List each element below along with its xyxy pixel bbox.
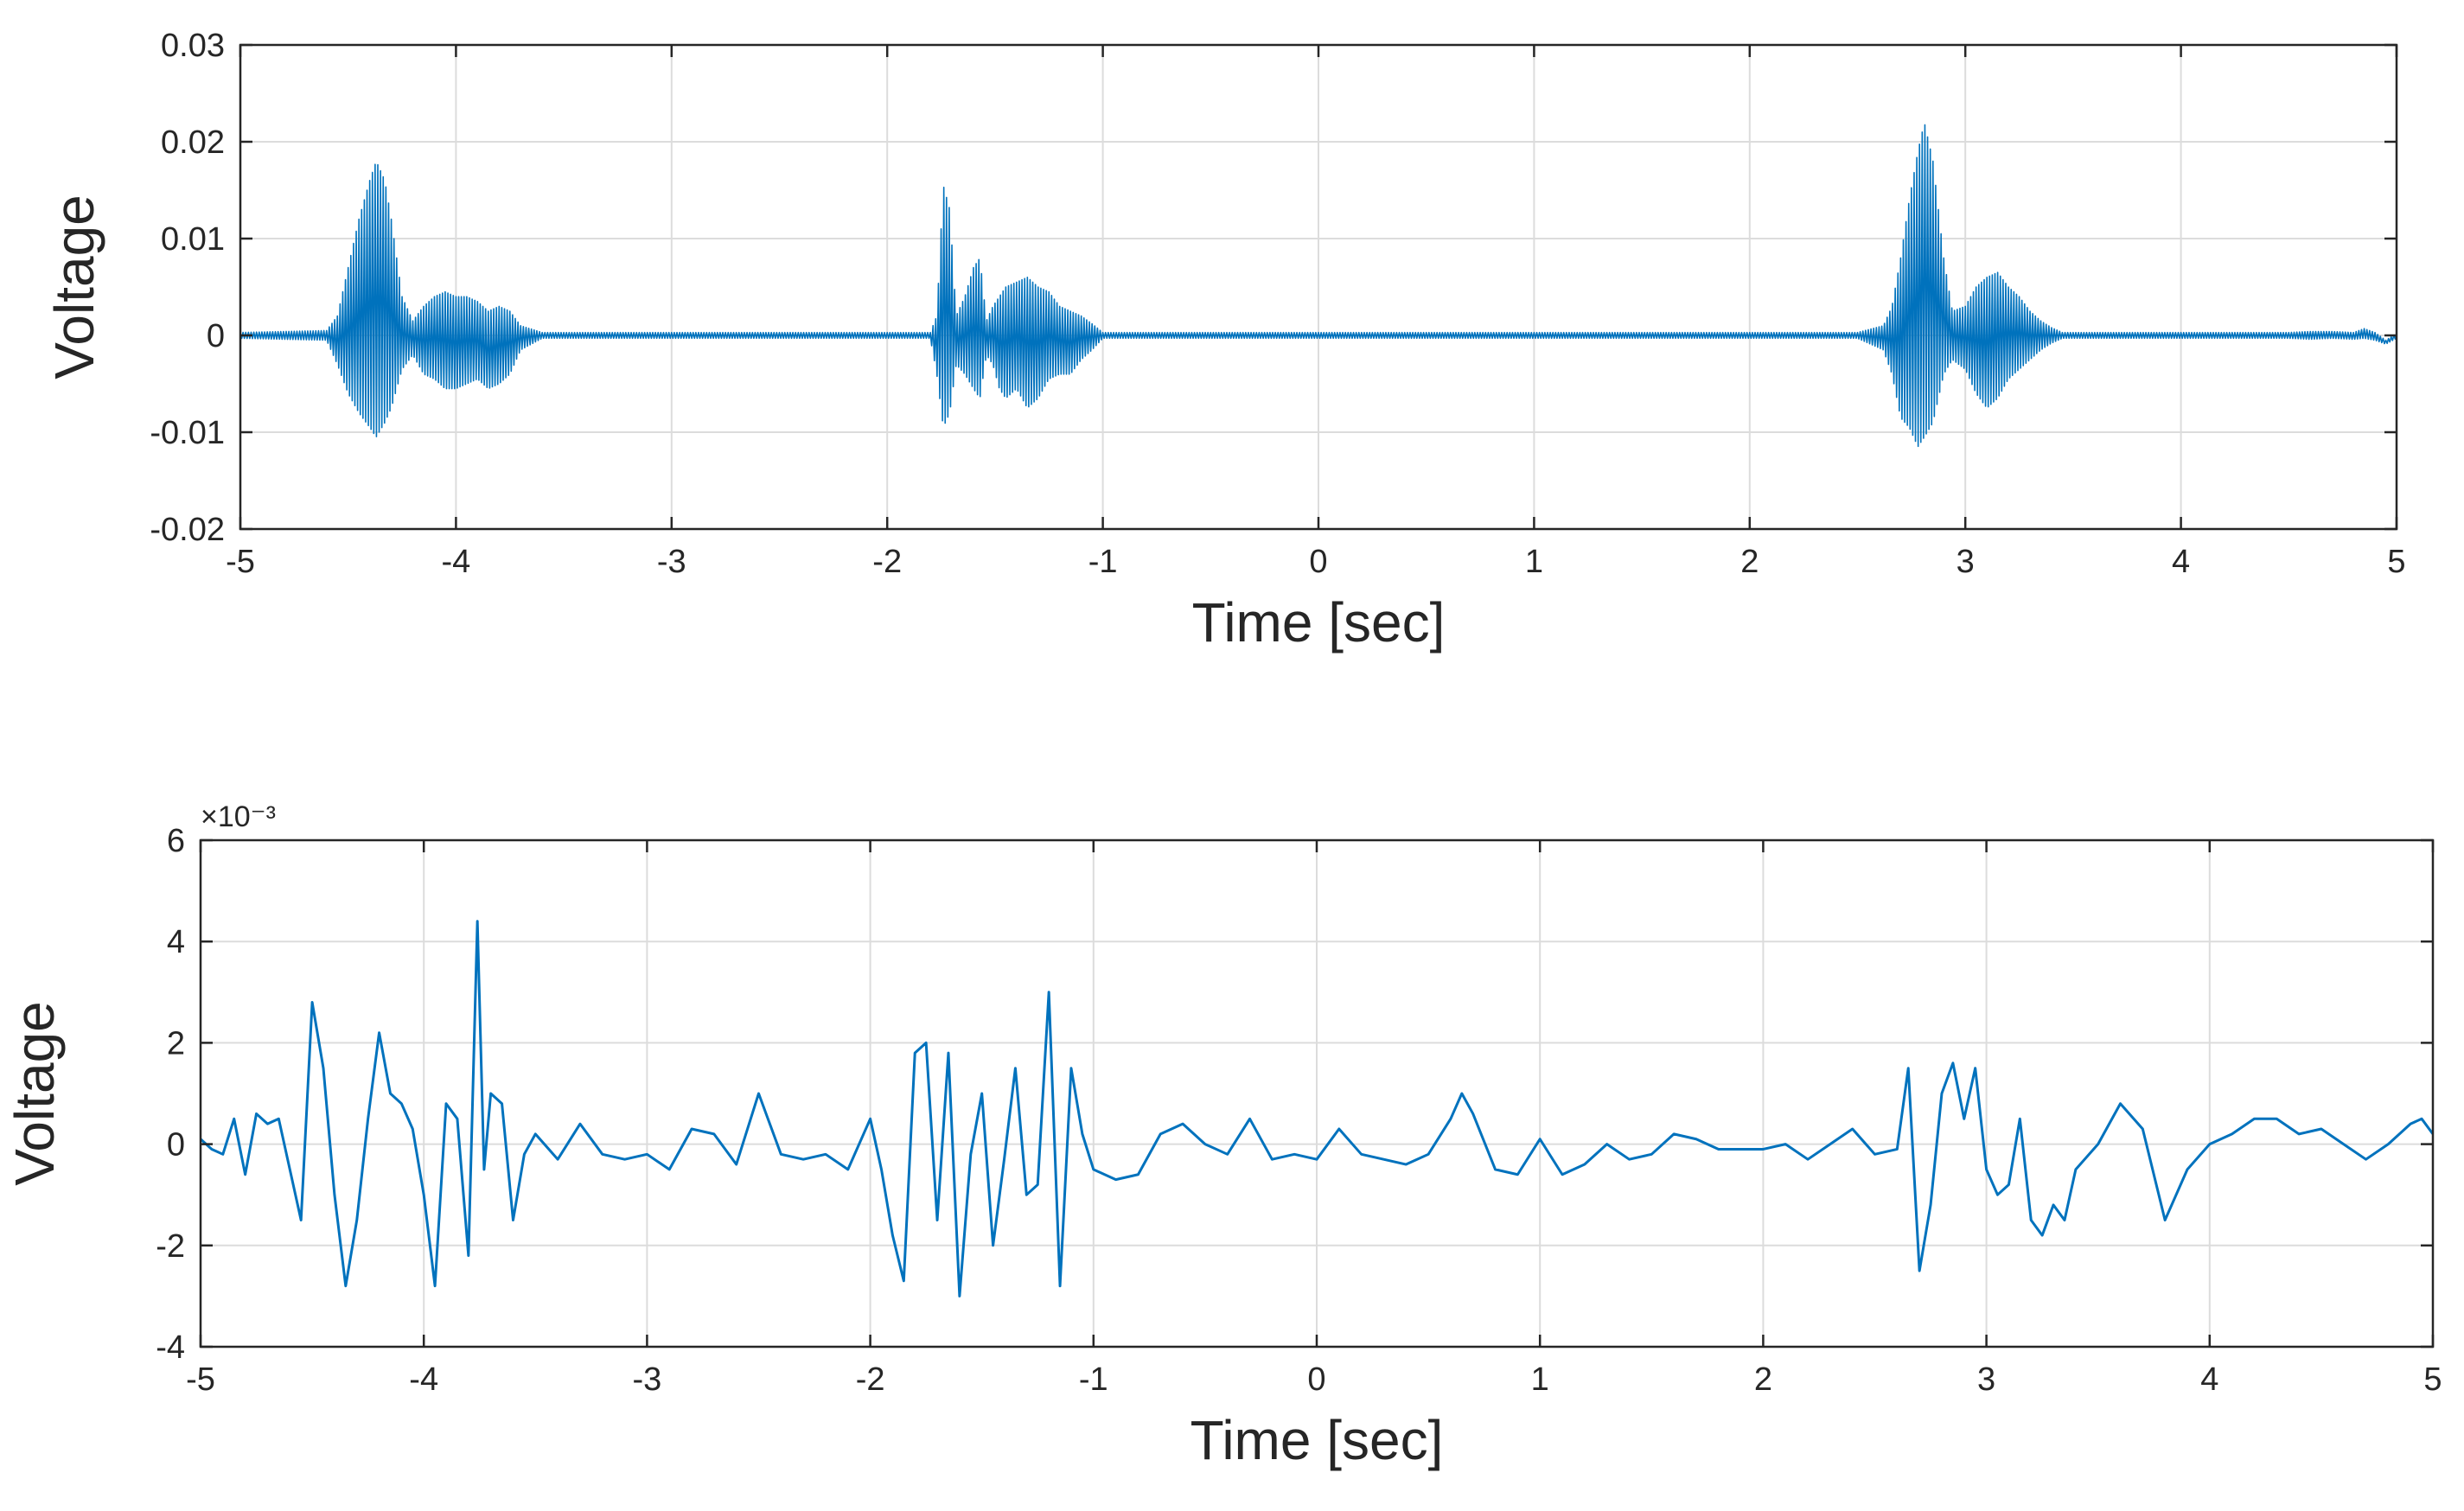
bottom-x-tick-label: -3 [633,1361,662,1398]
bottom-x-tick-label: -1 [1079,1361,1108,1398]
bottom-y-tick-label: 2 [167,1025,185,1062]
top-x-tick-label: 5 [2387,544,2405,580]
top-y-tick-label: 0.02 [161,124,225,161]
top-x-tick-label: -3 [657,544,686,580]
bottom-y-tick-label: -4 [156,1329,185,1366]
top-plot-ticks: -5 -4 -3 -2 -1 0 1 2 3 4 5 -0.02 -0.01 0 0.01 0.02 0.03 [150,28,2405,580]
bottom-plot-y-axis-label: Voltage [3,1001,66,1186]
bottom-plot-grid [201,840,2433,1347]
bottom-plot-signal [199,920,2435,1297]
top-x-tick-label: -4 [442,544,471,580]
top-plot-y-axis-label: Voltage [43,194,105,379]
bottom-y-tick-label: -2 [156,1228,185,1265]
top-signal-trace [239,124,2397,448]
bottom-x-tick-label: 0 [1307,1361,1325,1398]
top-voltage-plot: -5 -4 -3 -2 -1 0 1 2 3 4 5-0.02-0.0100.010.020.03 … [43,28,2406,653]
top-y-tick-label: 0.01 [161,221,225,258]
bottom-x-tick-label: 4 [2200,1361,2218,1398]
top-x-tick-label: 0 [1309,544,1327,580]
top-y-tick-label: -0.01 [150,415,225,451]
top-y-tick-label: 0.03 [161,28,225,64]
top-plot-x-axis-label: Time [sec] [1192,591,1446,653]
bottom-x-tick-label: 2 [1754,1361,1772,1398]
bottom-x-tick-label: -5 [186,1361,215,1398]
top-x-tick-label: 1 [1525,544,1543,580]
bottom-y-tick-label: 0 [167,1127,185,1164]
top-y-tick-label: 0 [207,318,225,354]
top-x-tick-label: 2 [1740,544,1759,580]
bottom-x-tick-label: 3 [1977,1361,1995,1398]
bottom-x-tick-label: 5 [2423,1361,2442,1398]
top-x-tick-label: -5 [226,544,255,580]
bottom-plot-x-axis-label: Time [sec] [1191,1409,1444,1471]
top-plot-signal [239,124,2397,448]
bottom-y-tick-label: 6 [167,823,185,859]
top-x-tick-label: -2 [872,544,902,580]
bottom-signal-trace [199,920,2435,1297]
top-x-tick-label: -1 [1088,544,1118,580]
top-x-tick-label: 3 [1957,544,1975,580]
bottom-plot-exponent-label: ×10⁻³ [201,800,276,833]
top-x-tick-label: 4 [2172,544,2190,580]
bottom-x-tick-label: -4 [409,1361,438,1398]
bottom-x-tick-label: -2 [856,1361,885,1398]
top-y-tick-label: -0.02 [150,512,225,548]
bottom-y-tick-label: 4 [167,924,185,960]
bottom-x-tick-label: 1 [1531,1361,1549,1398]
